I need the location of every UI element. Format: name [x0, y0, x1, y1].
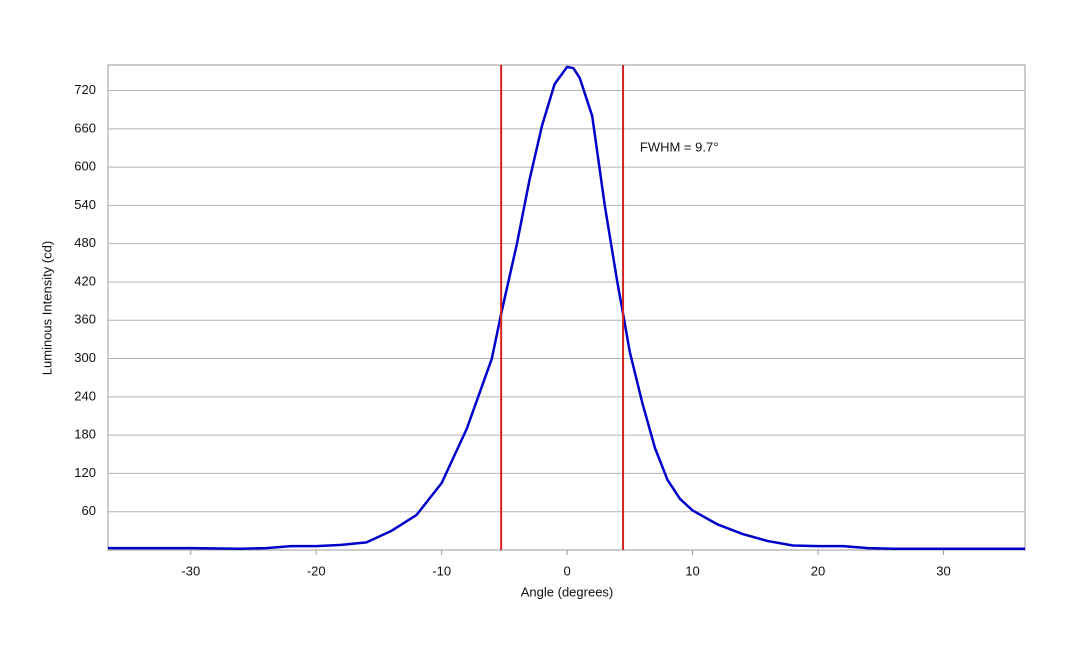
y-tick-label: 660	[74, 120, 96, 135]
x-axis-label: Angle (degrees)	[521, 584, 614, 599]
y-tick-label: 420	[74, 273, 96, 288]
y-tick-label: 720	[74, 82, 96, 97]
y-tick-label: 540	[74, 197, 96, 212]
x-tick-label: -30	[181, 563, 200, 578]
plot-area	[107, 64, 1026, 551]
y-tick-label: 480	[74, 235, 96, 250]
y-tick-label: 240	[74, 388, 96, 403]
x-tick-label: 20	[811, 563, 825, 578]
y-tick-label: 120	[74, 465, 96, 480]
x-tick-label: 0	[564, 563, 571, 578]
y-tick-label: 600	[74, 159, 96, 174]
x-tick-label: 10	[685, 563, 699, 578]
annotation: FWHM = 9.7°	[640, 139, 719, 154]
y-axis-label: Luminous Intensity (cd)	[39, 241, 54, 375]
y-tick-label: 360	[74, 312, 96, 327]
x-tick-label: 30	[936, 563, 950, 578]
x-tick-label: -20	[307, 563, 326, 578]
y-tick-label: 60	[82, 503, 96, 518]
x-tick-label: -10	[432, 563, 451, 578]
y-tick-label: 180	[74, 427, 96, 442]
y-tick-label: 300	[74, 350, 96, 365]
line-series	[108, 65, 1025, 550]
